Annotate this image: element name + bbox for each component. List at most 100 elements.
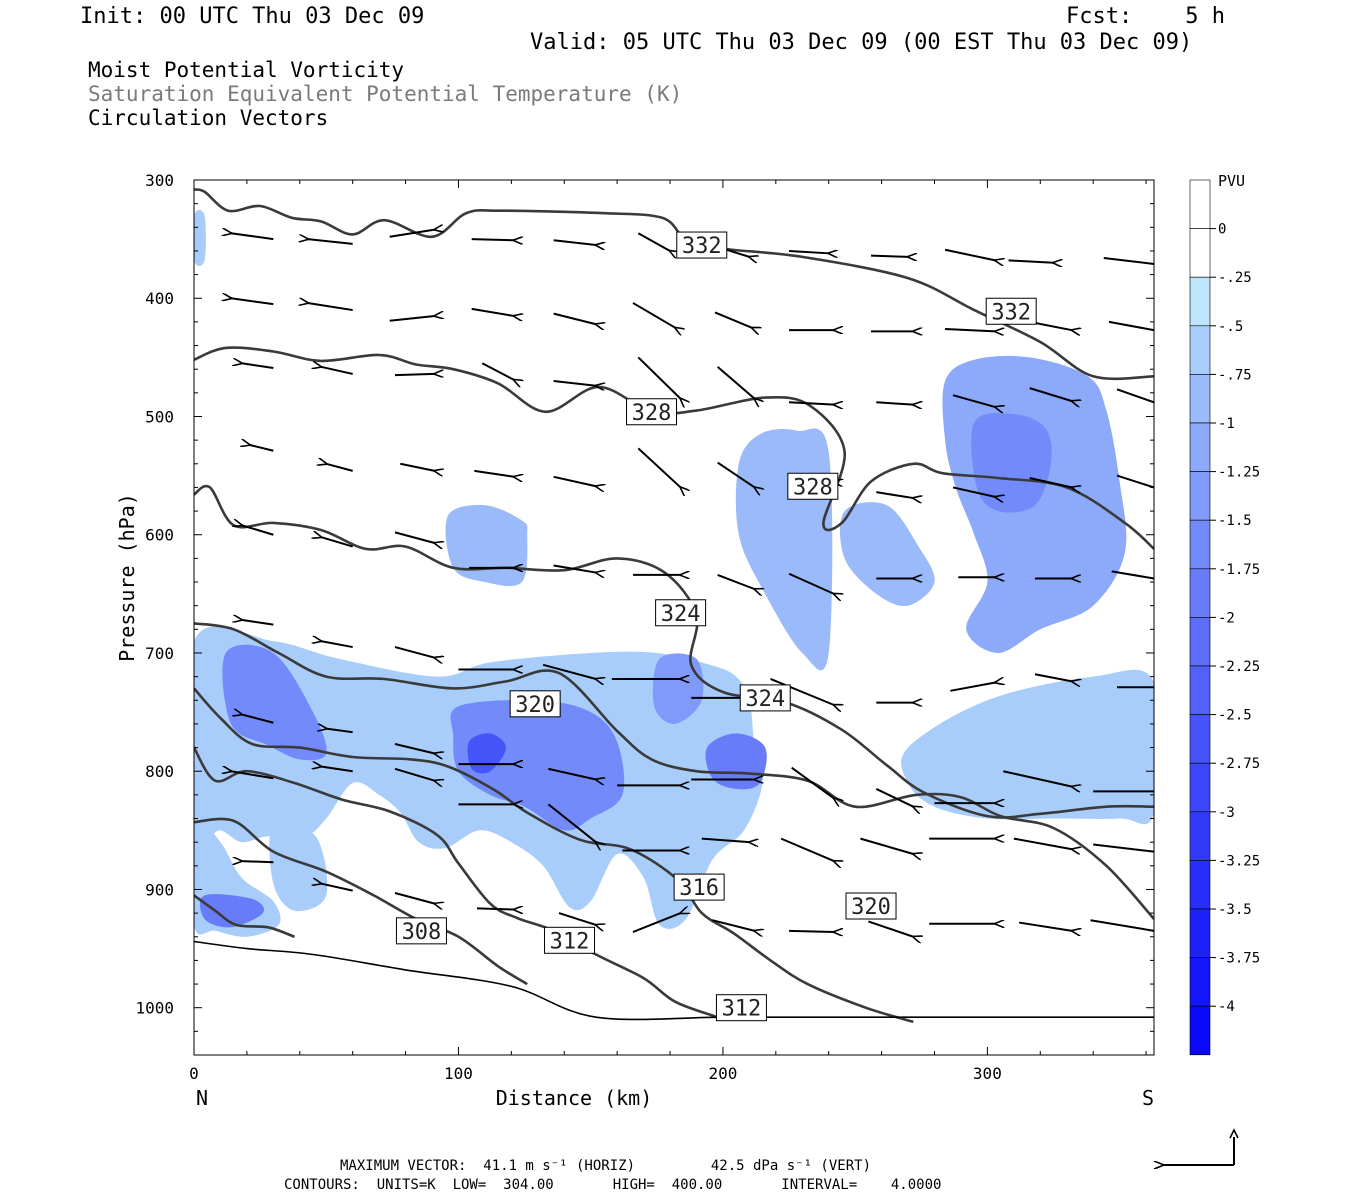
mpv-region: [450, 699, 625, 831]
x-tick-label: 0: [189, 1064, 199, 1083]
ground-surface-line: [194, 940, 1154, 1021]
circulation-vector: [870, 256, 908, 257]
forecast-hour: Fcst: 5 h: [1066, 4, 1225, 29]
reference-vector-icon: [1163, 1128, 1239, 1165]
colorbar-swatch: [1189, 957, 1211, 1007]
circulation-vector: [394, 646, 435, 658]
circulation-vector: [770, 678, 834, 705]
colorbar-swatch: [1189, 762, 1211, 813]
circulation-vector: [1034, 673, 1072, 681]
contour-label: 324: [655, 599, 707, 627]
circulation-vector: [553, 380, 596, 386]
colorbar-swatch: [1189, 519, 1211, 570]
circulation-vector: [308, 239, 353, 245]
circulation-vector: [548, 767, 596, 780]
circulation-vector: [876, 491, 913, 498]
circulation-vector: [242, 620, 274, 626]
mpv-region: [839, 502, 935, 607]
circulation-vector: [308, 303, 353, 312]
circulation-vector: [632, 302, 675, 328]
contour-label-text: 324: [661, 602, 701, 627]
circulation-vector: [1103, 257, 1154, 264]
x-axis-label: Distance (km): [496, 1086, 653, 1110]
colorbar-level-label: -.75: [1218, 367, 1252, 383]
circulation-vector: [637, 447, 680, 487]
colorbar-level-label: -3.75: [1218, 951, 1260, 967]
colorbar-swatch: [1189, 860, 1211, 910]
contour-label-text: 324: [745, 687, 785, 712]
colorbar-swatch: [1189, 422, 1211, 472]
plot-frame: [193, 179, 1155, 1056]
contour-label-box: [673, 873, 725, 901]
colorbar-level-label: -2.5: [1218, 708, 1252, 724]
contour-label: 312: [715, 994, 767, 1022]
circulation-vector: [1093, 843, 1154, 852]
circulation-vector: [1116, 388, 1154, 402]
circulation-vector: [1008, 260, 1054, 262]
circulation-vector: [1003, 770, 1072, 786]
contour-label-text: 316: [679, 876, 719, 901]
circulation-vector: [632, 913, 681, 933]
circulation-vector: [321, 537, 353, 548]
theta-es-contour-304: [194, 894, 295, 939]
colorbar-level-label: -2.25: [1218, 659, 1260, 675]
colorbar-level-label: 0: [1218, 222, 1226, 238]
x-tick-label: 200: [708, 1064, 737, 1083]
circulation-vector: [1029, 320, 1072, 330]
mpv-region: [269, 821, 328, 912]
colorbar-level-label: -3.5: [1218, 902, 1252, 918]
valid-time: Valid: 05 UTC Thu 03 Dec 09 (00 EST Thu …: [530, 30, 1193, 55]
circulation-vector: [474, 469, 514, 477]
circulation-vector: [250, 445, 274, 452]
circulation-vector: [242, 363, 274, 369]
circulation-vector: [952, 486, 995, 496]
contour-label-text: 320: [851, 895, 891, 920]
x-tick-label: 100: [444, 1064, 473, 1083]
x-axis-north-label: N: [196, 1086, 208, 1110]
circulation-vector: [394, 892, 435, 904]
theta-es-contour-316: [194, 687, 914, 1024]
y-tick-label: 500: [145, 407, 174, 426]
mpv-region: [194, 209, 206, 267]
circulation-vector: [321, 641, 353, 649]
circulation-vector: [242, 714, 274, 724]
circulation-vector: [788, 572, 834, 594]
max-vector-note: MAXIMUM VECTOR: 41.1 m s⁻¹ (HORIZ) 42.5 …: [340, 1158, 872, 1174]
contour-label-text: 328: [793, 475, 833, 500]
contour-label-text: 312: [550, 929, 590, 954]
circulation-vector: [231, 771, 274, 780]
circulation-vector: [868, 920, 913, 936]
y-tick-label: 300: [145, 171, 174, 190]
circulation-vector: [553, 564, 596, 572]
contour-label-box: [676, 231, 728, 259]
circulation-vector: [394, 767, 435, 781]
y-tick-label: 800: [145, 762, 174, 781]
circulation-vector: [231, 233, 274, 241]
circulation-vector: [952, 394, 995, 407]
circulation-vector: [791, 766, 834, 799]
x-axis-south-label: S: [1142, 1086, 1154, 1110]
circulation-vector: [714, 311, 752, 327]
colorbar-swatch: [1189, 179, 1211, 229]
circulation-vector: [788, 402, 834, 404]
contour-label-box: [787, 472, 839, 500]
contour-label: 320: [845, 892, 897, 920]
colorbar-level-label: -4: [1218, 999, 1235, 1015]
mpv-shading: [194, 209, 1154, 937]
colorbar-level-label: -1.25: [1218, 465, 1260, 481]
colorbar-unit-label: PVU: [1218, 172, 1245, 190]
circulation-vector: [394, 743, 435, 753]
circulation-vector: [944, 248, 995, 261]
colorbar-level-label: -3: [1218, 805, 1235, 821]
circulation-vector: [471, 307, 514, 316]
circulation-vector: [701, 837, 750, 843]
contour-label-box: [509, 690, 561, 718]
circulation-vector: [542, 663, 596, 679]
circulation-vector: [717, 573, 755, 589]
circulation-vectors: [231, 230, 1154, 937]
circulation-vector: [1029, 387, 1072, 401]
circulation-vector: [1108, 320, 1154, 330]
contour-label-box: [395, 917, 447, 945]
mpv-region: [971, 413, 1052, 513]
